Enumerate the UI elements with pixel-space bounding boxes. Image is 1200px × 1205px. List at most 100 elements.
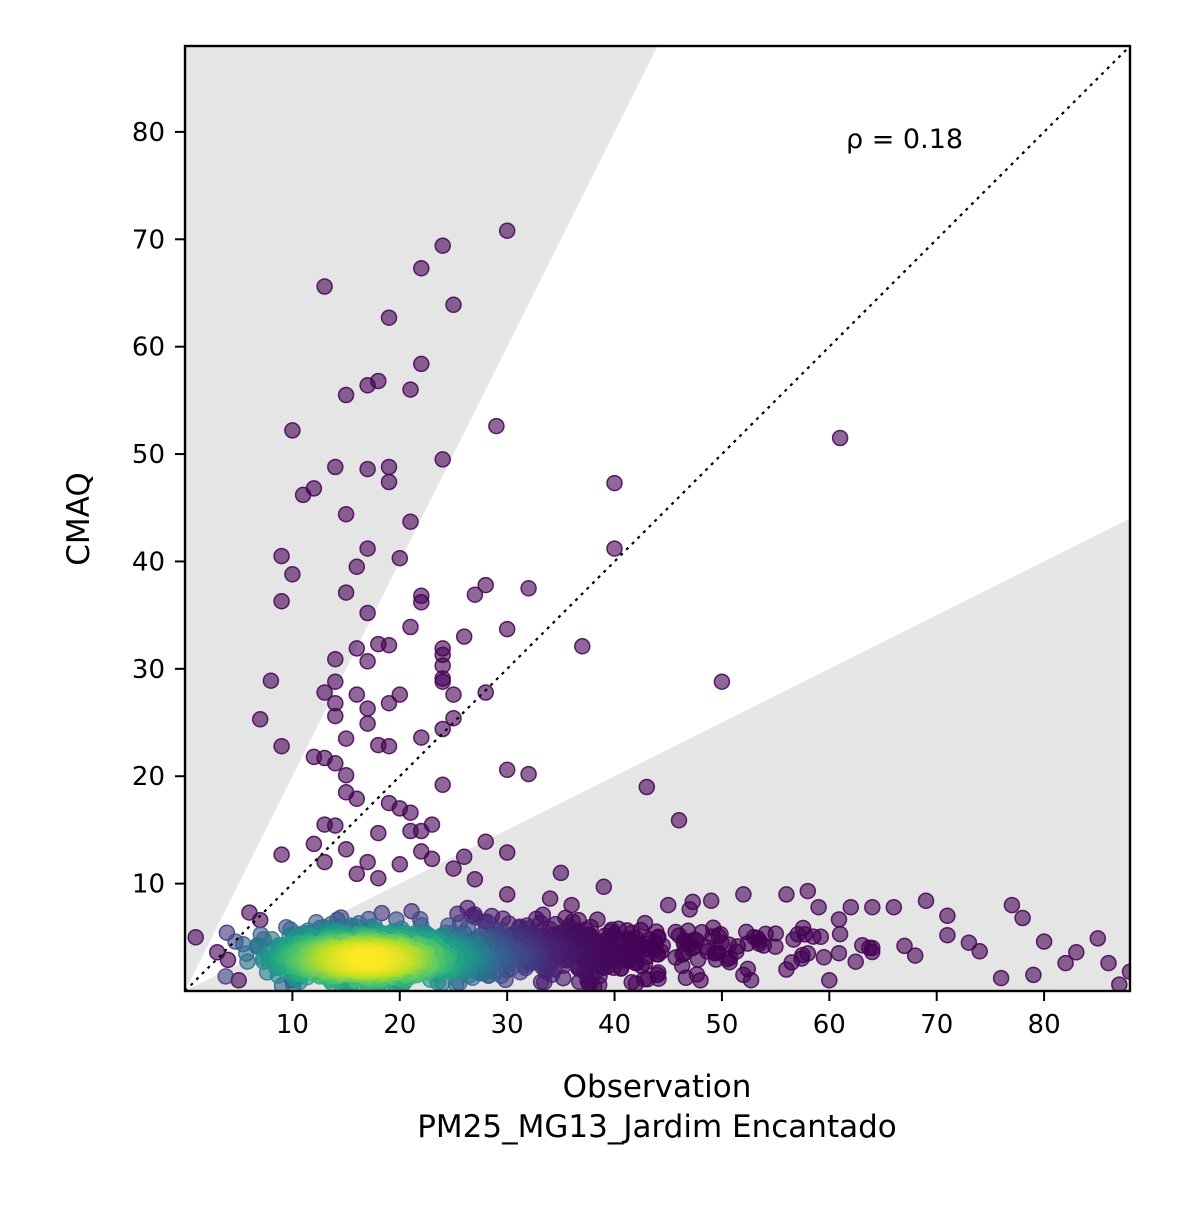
data-point <box>337 766 355 784</box>
data-point <box>1111 976 1128 991</box>
x-tick-label: 50 <box>705 1010 738 1040</box>
data-point <box>477 833 494 850</box>
data-point <box>239 953 256 970</box>
data-point <box>434 720 451 738</box>
data-point <box>327 650 344 668</box>
data-point <box>992 969 1010 987</box>
data-point <box>359 604 376 622</box>
data-point <box>670 812 688 829</box>
data-point <box>623 974 640 991</box>
x-axis-sublabel: PM25_MG13_Jardim Encantado <box>417 1109 897 1145</box>
data-point <box>380 636 398 654</box>
data-point <box>370 869 387 887</box>
data-point <box>413 729 430 746</box>
shaded-band <box>185 46 1130 991</box>
data-point <box>413 260 430 277</box>
data-point <box>659 896 677 914</box>
data-point <box>488 417 505 435</box>
data-point <box>434 776 451 794</box>
data-point <box>359 540 376 557</box>
plot-frame <box>183 44 1132 993</box>
data-point <box>391 686 409 703</box>
reference-line <box>185 46 1130 991</box>
data-point <box>348 640 366 657</box>
data-point <box>327 817 344 834</box>
data-point <box>380 694 398 712</box>
x-axis-label: Observation <box>563 1069 752 1105</box>
data-point <box>939 907 956 925</box>
data-point <box>391 549 409 567</box>
y-tick-label: 70 <box>132 225 165 255</box>
data-point <box>273 737 290 755</box>
data-point <box>187 929 204 946</box>
data-point <box>1025 966 1042 984</box>
upper-shaded-region <box>185 46 658 991</box>
data-point <box>831 429 849 447</box>
x-tick-label: 70 <box>920 1010 953 1040</box>
data-point <box>370 824 387 842</box>
data-point <box>273 846 290 863</box>
data-point <box>327 707 344 725</box>
data-point <box>348 558 366 576</box>
x-tick-label: 10 <box>276 1010 309 1040</box>
data-points <box>187 222 1130 991</box>
data-point <box>735 886 752 903</box>
data-point <box>971 943 988 960</box>
correlation-annotation: ρ = 0.18 <box>846 124 963 155</box>
data-point <box>402 381 419 398</box>
y-tick-label: 80 <box>132 118 165 148</box>
data-point <box>821 972 838 989</box>
data-point <box>906 947 924 964</box>
data-point <box>413 355 430 373</box>
y-tick-label: 60 <box>132 333 165 363</box>
x-tick-label: 20 <box>383 1010 416 1040</box>
data-point <box>1089 930 1107 947</box>
data-point <box>380 737 398 755</box>
data-point <box>917 892 935 910</box>
data-point <box>348 790 366 808</box>
data-point <box>667 949 684 966</box>
data-point <box>348 865 366 883</box>
data-point <box>520 580 537 597</box>
data-point <box>1003 896 1021 914</box>
data-point <box>434 673 451 690</box>
data-point <box>574 638 591 655</box>
data-point <box>305 835 323 853</box>
data-point <box>960 934 978 951</box>
data-point <box>739 960 757 978</box>
data-point <box>359 715 376 732</box>
data-point <box>423 816 441 833</box>
data-point <box>455 848 473 866</box>
data-point <box>445 686 462 703</box>
data-point <box>778 886 795 903</box>
data-point <box>799 882 817 900</box>
data-point <box>327 673 344 690</box>
data-point <box>498 844 516 861</box>
data-point <box>359 700 376 717</box>
data-point <box>284 566 301 583</box>
data-point <box>466 871 484 888</box>
data-point <box>337 841 355 858</box>
data-point <box>847 953 864 970</box>
axes: 10 20 30 40 50 60 70 80 10 20 30 40 50 60 70 80 <box>132 44 1132 1040</box>
data-point <box>262 672 280 689</box>
data-point <box>498 886 516 903</box>
data-point <box>359 460 376 478</box>
y-tick-label: 30 <box>132 655 165 685</box>
data-point <box>273 547 290 565</box>
x-tick-label: 40 <box>598 1010 631 1040</box>
data-point <box>713 673 731 690</box>
data-point <box>783 954 800 971</box>
data-point <box>445 296 462 314</box>
data-point <box>896 937 913 955</box>
data-point <box>815 949 833 966</box>
data-point <box>466 586 484 603</box>
data-point <box>316 853 333 871</box>
data-point <box>423 850 441 868</box>
y-tick-label: 50 <box>132 440 165 470</box>
data-point <box>413 594 430 611</box>
data-point <box>477 684 494 701</box>
data-point <box>217 968 234 985</box>
one-to-one-line <box>185 46 1130 991</box>
